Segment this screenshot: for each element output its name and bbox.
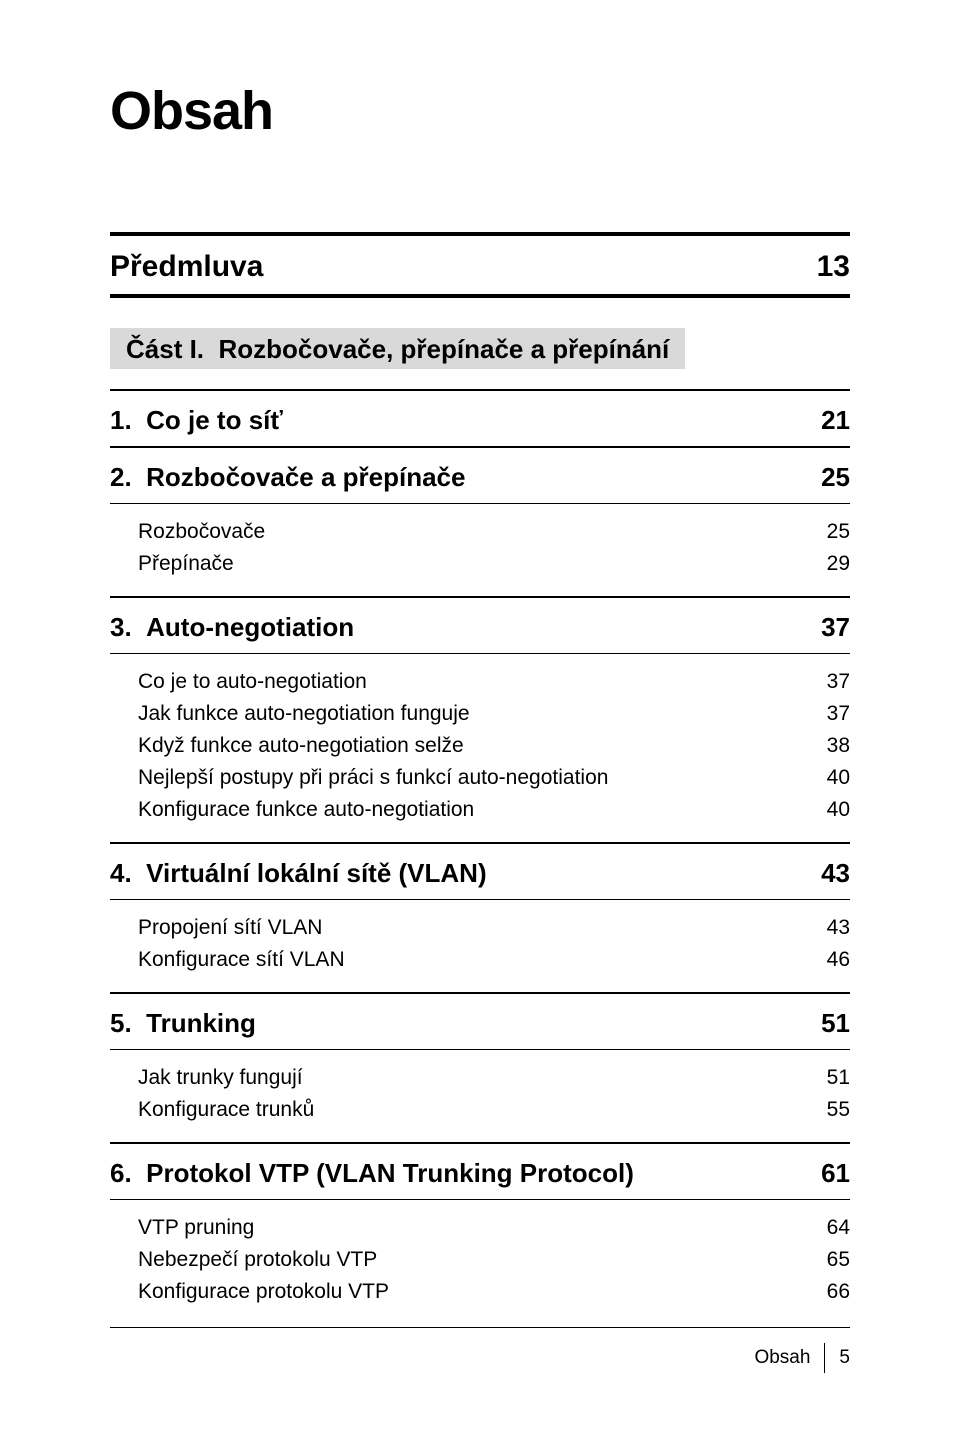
- toc-sub-row: Konfigurace sítí VLAN46: [138, 944, 850, 976]
- toc-sub-row: Přepínače29: [138, 548, 850, 580]
- footer-label: Obsah: [754, 1347, 810, 1369]
- sub-block: VTP pruning64 Nebezpečí protokolu VTP65 …: [110, 1200, 850, 1324]
- sub-block: Rozbočovače25 Přepínače29: [110, 504, 850, 596]
- part-number: Část I.: [126, 334, 204, 364]
- chapter-page: 61: [821, 1158, 850, 1189]
- part-heading: Část I. Rozbočovače, přepínače a přepíná…: [110, 328, 850, 369]
- page-footer: Obsah 5: [754, 1343, 850, 1373]
- chapter-row: 4. Virtuální lokální sítě (VLAN) 43: [110, 844, 850, 899]
- toc-sub-row: Konfigurace protokolu VTP66: [138, 1276, 850, 1308]
- toc-sub-row: Nebezpečí protokolu VTP65: [138, 1244, 850, 1276]
- toc-page: Obsah Předmluva 13 Část I. Rozbočovače, …: [0, 0, 960, 1384]
- toc-sub-row: Co je to auto-negotiation37: [138, 666, 850, 698]
- chapter-page: 21: [821, 405, 850, 436]
- toc-sub-row: Konfigurace funkce auto-negotiation40: [138, 794, 850, 826]
- divider: [110, 294, 850, 298]
- footer-page-number: 5: [839, 1347, 850, 1369]
- preface-row: Předmluva 13: [110, 236, 850, 294]
- chapter-row: 5. Trunking 51: [110, 994, 850, 1049]
- toc-sub-row: Rozbočovače25: [138, 516, 850, 548]
- chapter-title: 3. Auto-negotiation: [110, 612, 354, 643]
- preface-page: 13: [817, 250, 850, 284]
- chapter-title: 2. Rozbočovače a přepínače: [110, 462, 465, 493]
- part-label: Část I. Rozbočovače, přepínače a přepíná…: [110, 328, 685, 369]
- sub-block: Propojení sítí VLAN43 Konfigurace sítí V…: [110, 900, 850, 992]
- preface-label: Předmluva: [110, 250, 263, 284]
- sub-block: Jak trunky fungují51 Konfigurace trunků5…: [110, 1050, 850, 1142]
- page-title: Obsah: [110, 80, 850, 142]
- toc-sub-row: VTP pruning64: [138, 1212, 850, 1244]
- chapter-row: 2. Rozbočovače a přepínače 25: [110, 448, 850, 503]
- toc-sub-row: Konfigurace trunků55: [138, 1094, 850, 1126]
- chapter-title: 4. Virtuální lokální sítě (VLAN): [110, 858, 487, 889]
- chapter-page: 51: [821, 1008, 850, 1039]
- chapter-title: 1. Co je to síť: [110, 405, 283, 436]
- chapter-title: 5. Trunking: [110, 1008, 256, 1039]
- footer-separator: [824, 1343, 825, 1373]
- toc-sub-row: Jak trunky fungují51: [138, 1062, 850, 1094]
- toc-sub-row: Jak funkce auto-negotiation funguje37: [138, 698, 850, 730]
- chapter-row: 3. Auto-negotiation 37: [110, 598, 850, 653]
- toc-sub-row: Když funkce auto-negotiation selže38: [138, 730, 850, 762]
- toc-sub-row: Nejlepší postupy při práci s funkcí auto…: [138, 762, 850, 794]
- chapter-row: 1. Co je to síť 21: [110, 391, 850, 446]
- chapter-page: 43: [821, 858, 850, 889]
- chapter-page: 37: [821, 612, 850, 643]
- chapter-page: 25: [821, 462, 850, 493]
- chapter-title: 6. Protokol VTP (VLAN Trunking Protocol): [110, 1158, 634, 1189]
- part-title: Rozbočovače, přepínače a přepínání: [218, 334, 669, 364]
- chapter-row: 6. Protokol VTP (VLAN Trunking Protocol)…: [110, 1144, 850, 1199]
- sub-block: Co je to auto-negotiation37 Jak funkce a…: [110, 654, 850, 842]
- footer-divider: [110, 1327, 850, 1328]
- toc-sub-row: Propojení sítí VLAN43: [138, 912, 850, 944]
